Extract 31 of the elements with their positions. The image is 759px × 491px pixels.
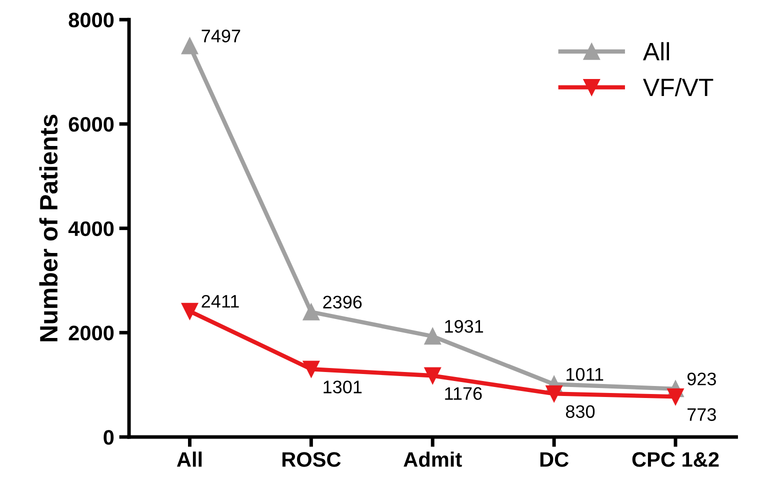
- data-label: 1301: [324, 380, 362, 394]
- legend-label: All: [642, 42, 670, 60]
- x-tick-label: CPC 1&2: [632, 452, 719, 467]
- point: [181, 38, 198, 54]
- point: [302, 304, 320, 320]
- data-label: 923: [687, 372, 716, 386]
- x-tick-label: ROSC: [282, 452, 341, 467]
- y-tick-label: 2000: [68, 326, 114, 340]
- point: [546, 385, 562, 402]
- y-tick-label: 0: [104, 430, 114, 445]
- data-label: 7497: [202, 30, 240, 42]
- data-label: 1931: [445, 320, 484, 333]
- y-axis-title: Number of Patients: [39, 114, 58, 342]
- point: [302, 360, 320, 378]
- point: [667, 388, 684, 405]
- x-tick-label: Admit: [404, 452, 462, 467]
- data-label: 2411: [202, 294, 239, 308]
- data-label: 1176: [445, 387, 482, 400]
- point: [181, 302, 198, 320]
- y-tick-label: 4000: [68, 221, 114, 236]
- point: [424, 328, 441, 345]
- y-tick-label: 6000: [68, 116, 114, 132]
- y-tick-label: 8000: [68, 12, 114, 28]
- data-label: 2396: [323, 296, 362, 309]
- x-tick-label: DC: [540, 452, 569, 467]
- x-tick-label: All: [176, 452, 202, 467]
- data-label: 1011: [566, 368, 604, 381]
- data-label: 773: [688, 408, 716, 421]
- point: [424, 367, 441, 384]
- data-label: 830: [566, 405, 595, 418]
- legend-label: VF/VT: [643, 78, 714, 96]
